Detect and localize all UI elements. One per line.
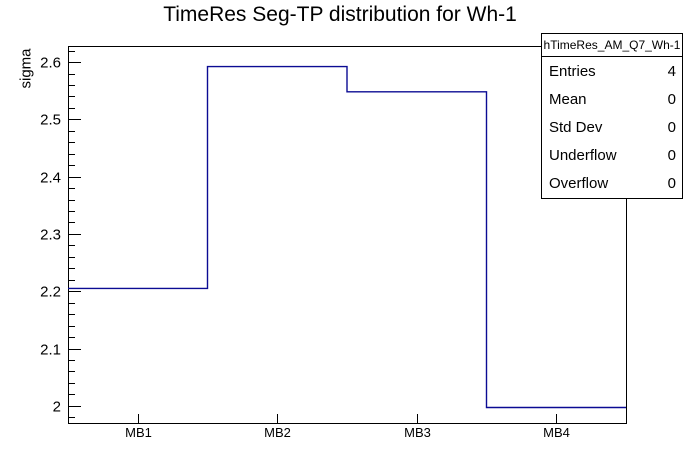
- stat-value: 4: [667, 62, 676, 80]
- y-tick-label: 2.5: [40, 112, 61, 129]
- stat-label: Entries: [549, 62, 596, 80]
- stats-box: hTimeRes_AM_Q7_Wh-1 Entries 4 Mean 0 Std…: [541, 33, 683, 199]
- stats-row: Mean 0: [542, 85, 682, 113]
- stat-value: 0: [667, 147, 676, 165]
- x-tick-label: MB1: [125, 425, 152, 440]
- y-tick-label: 2.2: [40, 284, 61, 301]
- stats-row: Overflow 0: [542, 170, 682, 198]
- stats-row: Entries 4: [542, 57, 682, 85]
- y-tick-label: 2.6: [40, 55, 61, 72]
- stat-value: 0: [667, 119, 676, 136]
- y-tick-label: 2: [53, 399, 61, 416]
- stat-value: 0: [667, 90, 676, 108]
- x-tick-label: MB2: [264, 425, 291, 440]
- stat-label: Mean: [549, 90, 587, 108]
- stats-box-title: hTimeRes_AM_Q7_Wh-1: [542, 34, 682, 57]
- y-tick-label: 2.4: [40, 170, 61, 187]
- histogram-line: [68, 65, 626, 409]
- x-tick-label: MB4: [543, 425, 570, 440]
- stat-label: Overflow: [549, 175, 609, 193]
- y-tick-label: 2.3: [40, 227, 61, 244]
- stats-box-body: Entries 4 Mean 0 Std Dev 0 Underflow 0 O…: [542, 57, 682, 198]
- stat-value: 0: [667, 175, 676, 193]
- stat-label: Std Dev: [549, 119, 603, 136]
- y-tick-label: 2.1: [40, 342, 61, 359]
- stat-label: Underflow: [549, 147, 617, 165]
- x-tick-label: MB3: [404, 425, 431, 440]
- stats-row: Underflow 0: [542, 142, 682, 170]
- stats-row: Std Dev 0: [542, 113, 682, 141]
- chart-title: TimeRes Seg-TP distribution for Wh-1: [163, 3, 517, 26]
